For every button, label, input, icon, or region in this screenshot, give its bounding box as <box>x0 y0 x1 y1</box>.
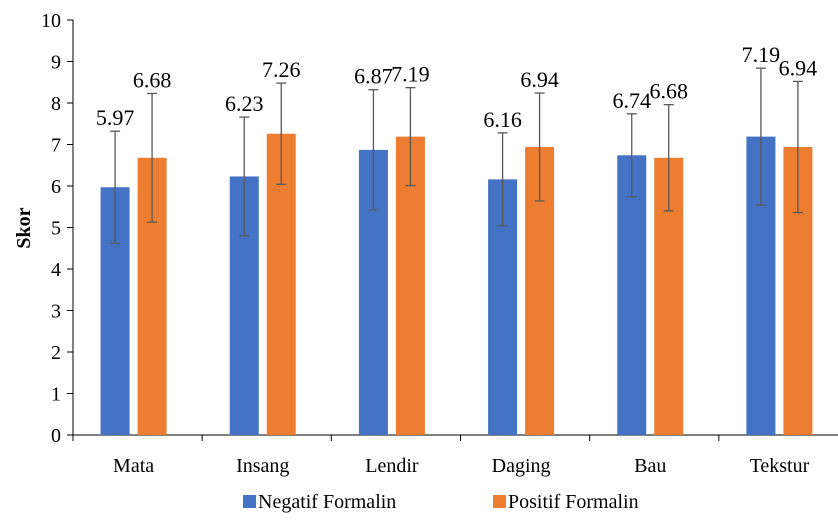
y-tick-label: 5 <box>51 218 61 240</box>
error-bars <box>110 67 803 244</box>
bars <box>100 133 813 436</box>
y-axis-ticks: 0 1 2 3 4 5 6 7 8 9 10 <box>41 10 73 447</box>
legend-swatch <box>243 495 256 508</box>
y-axis-title-group: Skor <box>13 207 35 248</box>
data-label: 6.74 <box>613 88 652 113</box>
category-label: Tekstur <box>750 455 810 477</box>
category-label: Mata <box>113 455 154 477</box>
bar <box>395 136 425 436</box>
axes <box>72 20 838 441</box>
y-tick-label: 3 <box>51 301 61 323</box>
y-tick-label: 10 <box>41 10 61 32</box>
category-label: Daging <box>492 455 551 477</box>
data-label: 7.19 <box>391 62 430 87</box>
y-tick-label: 8 <box>51 93 61 115</box>
y-tick-label: 2 <box>51 342 61 364</box>
x-axis-categories: Mata Insang Lendir Daging Bau Tekstur <box>113 455 810 477</box>
data-label: 6.16 <box>483 107 522 132</box>
data-label: 6.23 <box>225 91 264 116</box>
category-label: Lendir <box>365 455 419 477</box>
data-label: 5.97 <box>96 105 135 130</box>
y-tick-label: 9 <box>51 52 61 74</box>
data-labels: 5.976.686.237.26 6.877.196.166.946.746.68… <box>96 42 817 132</box>
data-label: 6.68 <box>650 79 689 104</box>
y-axis-title: Skor <box>13 207 35 248</box>
legend: Negatif Formalin Positif Formalin <box>243 491 639 513</box>
y-tick-label: 0 <box>51 425 61 447</box>
legend-label: Positif Formalin <box>508 491 639 513</box>
data-label: 6.94 <box>520 67 559 92</box>
bar <box>617 155 647 436</box>
y-tick-label: 7 <box>51 135 61 157</box>
legend-label: Negatif Formalin <box>258 491 396 513</box>
y-tick-label: 6 <box>51 176 61 198</box>
data-label: 7.19 <box>742 42 781 67</box>
data-label: 6.68 <box>133 67 172 92</box>
category-label: Bau <box>634 455 666 477</box>
y-tick-label: 4 <box>51 259 61 281</box>
data-label: 6.87 <box>354 64 393 89</box>
data-label: 7.26 <box>262 57 301 82</box>
y-tick-label: 1 <box>51 384 61 406</box>
category-label: Insang <box>236 455 289 477</box>
legend-swatch <box>493 495 506 508</box>
data-label: 6.94 <box>779 55 818 80</box>
